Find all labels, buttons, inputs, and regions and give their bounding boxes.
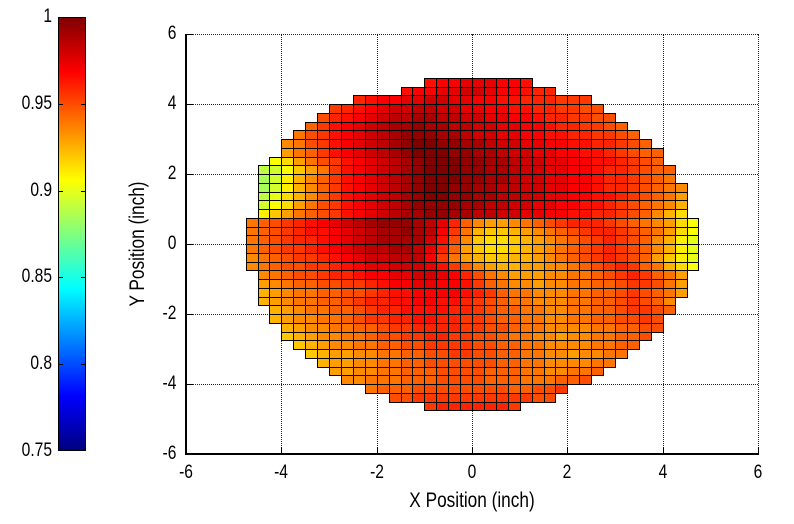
y-tick (186, 244, 193, 245)
y-gridline (186, 244, 758, 245)
colorbar-tick-label: 0.95 (21, 93, 52, 114)
heatmap-cell (639, 332, 652, 341)
x-tick (663, 447, 664, 454)
heatmap-cell (544, 393, 556, 403)
y-tick (186, 454, 193, 455)
y-tick (186, 384, 193, 385)
x-tick-label: 6 (753, 462, 763, 483)
colorbar-tick (81, 191, 86, 192)
x-tick-label: -2 (370, 462, 384, 483)
heatmap-cell (508, 402, 521, 411)
y-tick-label: 6 (167, 23, 177, 44)
x-gridline (758, 34, 759, 454)
x-tick-label: 0 (467, 462, 477, 483)
x-tick (186, 447, 187, 454)
x-axis-line (185, 453, 759, 455)
x-tick (758, 447, 759, 454)
colorbar-tick (58, 277, 63, 278)
y-tick-label: 4 (167, 93, 177, 114)
heatmap-cell (687, 262, 699, 271)
y-tick (186, 314, 193, 315)
x-axis-title: X Position (inch) (409, 489, 535, 512)
y-tick-label: 0 (167, 233, 177, 254)
heatmap-cell (603, 358, 616, 368)
y-tick-label: 2 (167, 163, 177, 184)
colorbar (58, 17, 86, 451)
y-tick (186, 174, 193, 175)
y-tick-label: -2 (162, 303, 177, 324)
y-gridline (186, 384, 758, 385)
colorbar-tick-label: 0.85 (21, 266, 52, 287)
y-tick (186, 34, 193, 35)
colorbar-tick-label: 1 (43, 6, 52, 27)
plot-area (186, 34, 758, 454)
y-tick-label: -6 (162, 443, 177, 464)
x-tick (567, 447, 568, 454)
x-tick-label: 4 (658, 462, 668, 483)
colorbar-tick (81, 104, 86, 105)
y-gridline (186, 314, 758, 315)
heatmap-cell (591, 367, 604, 376)
heatmap-cell (675, 288, 688, 298)
x-tick (377, 447, 378, 454)
y-gridline (186, 174, 758, 175)
colorbar-tick (58, 191, 63, 192)
colorbar-tick-label: 0.75 (21, 440, 52, 461)
colorbar-tick (81, 364, 86, 365)
x-tick (281, 447, 282, 454)
x-tick-label: -6 (179, 462, 193, 483)
x-tick-label: -4 (274, 462, 288, 483)
y-tick-label: -4 (162, 373, 177, 394)
colorbar-tick-label: 0.8 (30, 353, 52, 374)
x-tick (472, 447, 473, 454)
heatmap-cell (615, 349, 628, 359)
colorbar-tick (58, 364, 63, 365)
heatmap-cell (627, 340, 640, 350)
colorbar-tick (81, 277, 86, 278)
colorbar-tick-label: 0.9 (30, 180, 52, 201)
y-gridline (186, 104, 758, 105)
colorbar-tick (58, 104, 63, 105)
y-tick (186, 104, 193, 105)
x-tick-label: 2 (562, 462, 572, 483)
y-gridline (186, 34, 758, 35)
